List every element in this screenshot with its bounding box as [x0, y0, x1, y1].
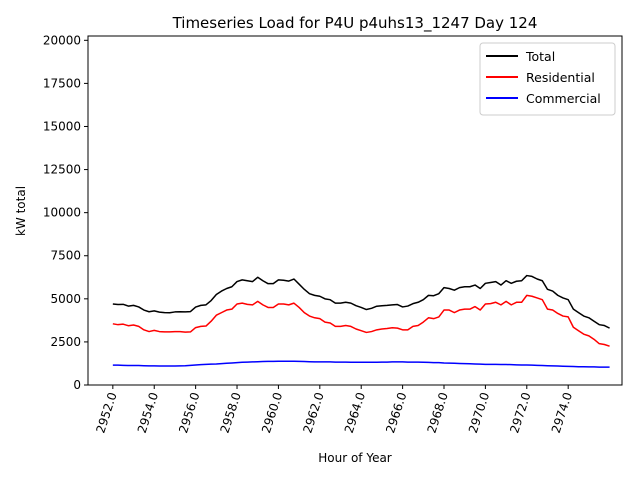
y-tick-label: 20000	[43, 33, 81, 47]
plot-frame	[87, 35, 623, 386]
chart-title: Timeseries Load for P4U p4uhs13_1247 Day…	[172, 14, 538, 33]
series-layer	[112, 274, 610, 368]
y-tick-label: 12500	[43, 163, 81, 177]
legend-entries: Total Residential Commercial	[486, 49, 601, 106]
y-tick-label: 15000	[43, 119, 81, 133]
y-tick-label: 17500	[43, 76, 81, 90]
y-tick-label: 0	[73, 378, 81, 392]
series-line-residential	[112, 294, 610, 347]
y-tick-label: 7500	[50, 249, 81, 263]
legend-label-residential: Residential	[526, 70, 595, 85]
x-axis-label: Hour of Year	[318, 451, 392, 465]
y-tick-label: 2500	[50, 335, 81, 349]
legend: Total Residential Commercial	[479, 42, 616, 116]
y-axis-label: kW total	[14, 186, 28, 236]
y-tick-label: 10000	[43, 206, 81, 220]
legend-label-commercial: Commercial	[526, 91, 601, 106]
series-line-total	[112, 274, 610, 329]
y-axis: 0 2500 5000 7500 10000 12500 15000 17500 20000	[43, 33, 88, 392]
series-line-commercial	[112, 360, 610, 368]
y-tick-label: 5000	[50, 292, 81, 306]
legend-label-total: Total	[525, 49, 555, 64]
